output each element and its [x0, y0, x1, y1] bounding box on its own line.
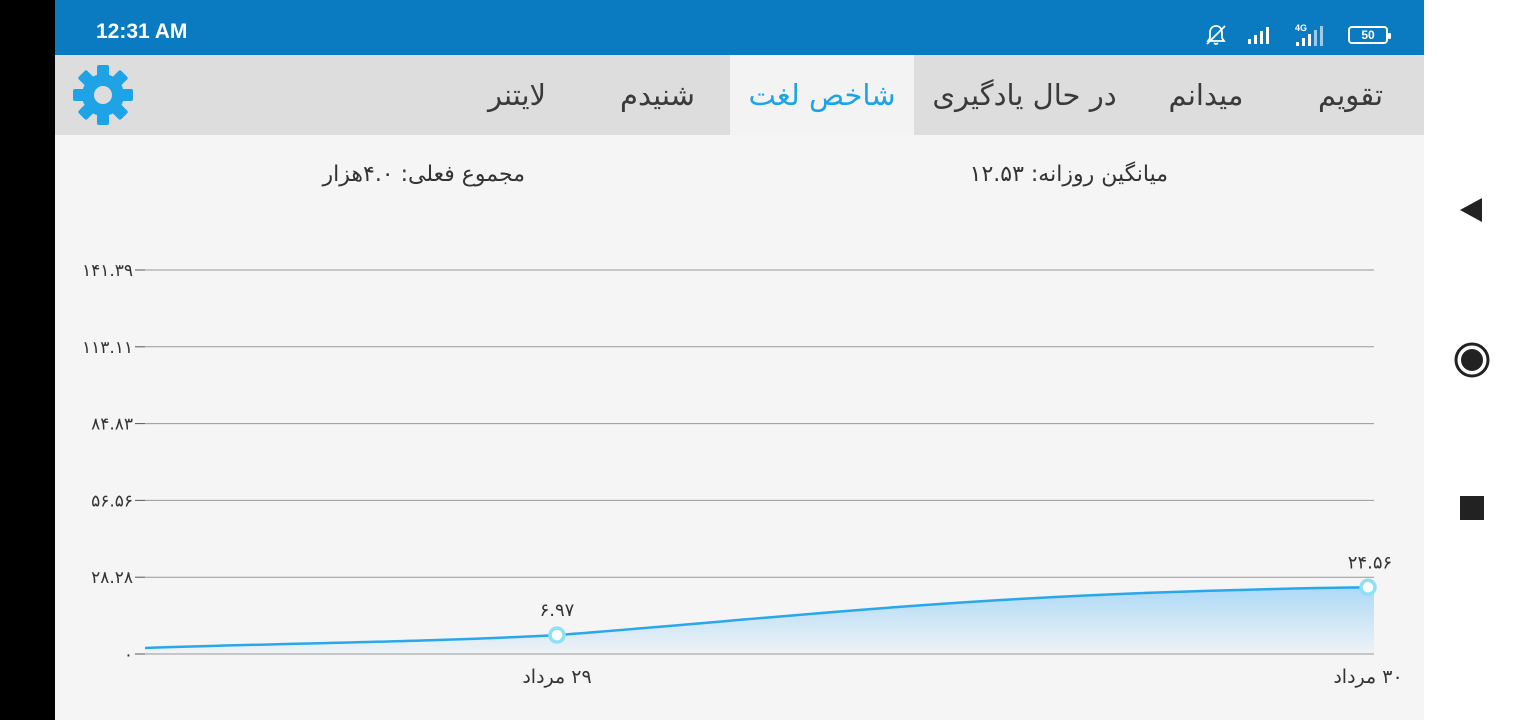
y-tick-label: ۰ [124, 645, 133, 665]
data-point[interactable] [1359, 578, 1377, 597]
series-line [144, 586, 1374, 650]
y-tick-label: ۱۱۳.۱۱ [82, 338, 133, 358]
app-screen: 12:31 AM 4G 50 [55, 0, 1424, 720]
signal-4g-icon: 4G [1295, 23, 1323, 46]
x-tick-label: ۳۰ مرداد [1333, 666, 1402, 688]
battery-level: 50 [1361, 28, 1375, 42]
status-icons: 4G 50 [1204, 22, 1391, 48]
data-label: ۶.۹۷ [540, 600, 575, 621]
tab-learning[interactable]: در حال یادگیری [932, 78, 1117, 112]
recents-icon[interactable] [1452, 488, 1492, 528]
y-tick-label: ۵۶.۵۶ [91, 491, 133, 511]
y-tick-label: ۱۴۱.۳۹ [82, 261, 133, 281]
mute-icon [1206, 25, 1226, 45]
total-count: مجموع فعلی: ۴.۰هزار [322, 162, 525, 187]
navigation-bar [1424, 0, 1520, 720]
status-bar: 12:31 AM 4G 50 [55, 0, 1424, 55]
y-tick-label: ۲۸.۲۸ [91, 568, 133, 588]
area-fill [145, 587, 1374, 654]
network-label: 4G [1295, 23, 1307, 33]
y-tick-label: ۸۴.۸۳ [91, 415, 133, 435]
battery-icon: 50 [1348, 26, 1391, 44]
signal-icon [1248, 27, 1269, 44]
daily-average: میانگین روزانه: ۱۲.۵۳ [969, 162, 1168, 187]
data-label: ۲۴.۵۶ [1348, 552, 1392, 573]
tab-known[interactable]: میدانم [1168, 78, 1244, 112]
line-chart: ۰ ۲۸.۲۸ ۵۶.۵۶ ۸۴.۸۳ ۱۱۳.۱۱ ۱۴۱.۳۹ ۶.۹۷ ۲۹ مرداد… [82, 261, 1403, 688]
home-icon[interactable] [1452, 340, 1492, 380]
back-icon[interactable] [1452, 190, 1492, 230]
tab-leitner[interactable]: لایتنر [487, 78, 547, 112]
status-time: 12:31 AM [96, 20, 188, 43]
data-point[interactable] [548, 626, 566, 644]
x-tick-label: ۲۹ مرداد [522, 666, 591, 688]
tab-bar: تقویم میدانم در حال یادگیری شاخص لغت شنی… [55, 55, 1424, 135]
gear-icon[interactable] [71, 63, 135, 127]
tab-word-index[interactable]: شاخص لغت [730, 55, 914, 135]
tab-heard[interactable]: شنیدم [620, 78, 695, 112]
tab-calendar[interactable]: تقویم [1317, 78, 1384, 112]
